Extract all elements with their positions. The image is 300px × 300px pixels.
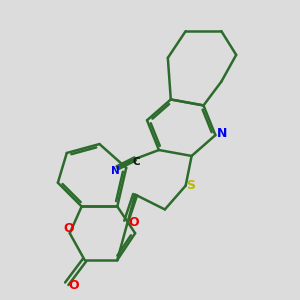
- Text: O: O: [128, 216, 139, 229]
- Text: N: N: [217, 127, 227, 140]
- Text: S: S: [187, 179, 196, 192]
- Text: N: N: [111, 167, 120, 176]
- Text: O: O: [63, 222, 74, 235]
- Text: C: C: [133, 158, 140, 167]
- Text: O: O: [68, 279, 79, 292]
